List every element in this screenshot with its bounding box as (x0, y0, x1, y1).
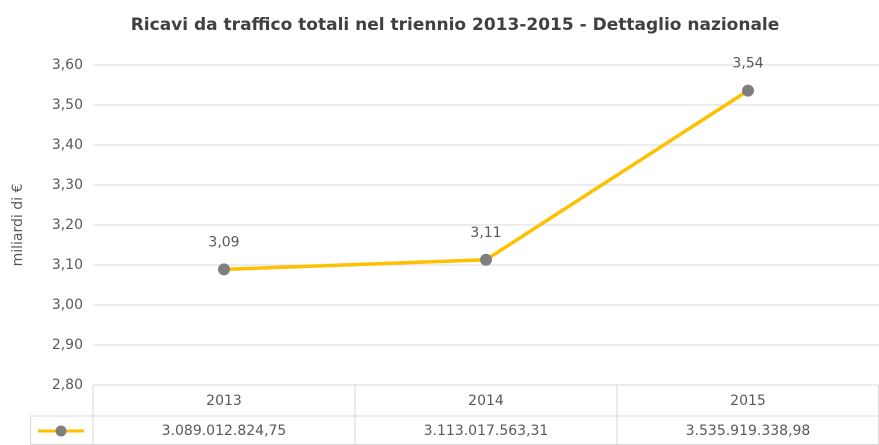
y-tick-label: 3,60 (52, 57, 83, 73)
marker (480, 253, 492, 266)
y-tick-label: 3,20 (52, 217, 83, 233)
line (223, 89, 749, 272)
chart-title: Ricavi da traffico totali nel triennio 2… (131, 15, 780, 35)
x-tick-label: 2015 (730, 393, 766, 409)
y-tick-label: 3,50 (52, 97, 83, 113)
table-value: 3.113.017.563,31 (424, 423, 549, 439)
y-tick-label: 3,00 (52, 297, 83, 313)
table-value: 3.089.012.824,75 (162, 423, 287, 439)
y-tick-label: 2,90 (52, 337, 83, 353)
data-label: 3,11 (470, 225, 501, 241)
y-tick-label: 3,30 (52, 177, 83, 193)
y-tick-label: 3,10 (52, 257, 83, 273)
y-tick-label: 2,80 (52, 377, 83, 393)
marker (218, 263, 230, 276)
data-label: 3,09 (208, 234, 239, 250)
y-tick-label: 3,40 (52, 137, 83, 153)
legend-marker (55, 425, 67, 437)
data-label: 3,54 (732, 56, 763, 72)
y-axis-title: miliardi di € (10, 184, 26, 267)
x-tick-label: 2013 (206, 393, 242, 409)
table-value: 3.535.919.338,98 (686, 423, 811, 439)
x-tick-label: 2014 (468, 393, 504, 409)
marker (742, 84, 754, 97)
